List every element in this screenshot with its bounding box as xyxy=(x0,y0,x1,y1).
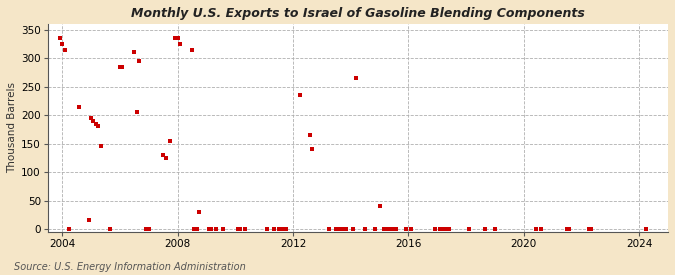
Point xyxy=(235,227,246,231)
Point xyxy=(64,227,75,231)
Point xyxy=(379,227,389,231)
Point xyxy=(189,227,200,231)
Point xyxy=(165,139,176,143)
Point xyxy=(295,93,306,97)
Point xyxy=(59,47,70,52)
Point xyxy=(350,76,361,80)
Point xyxy=(381,227,392,231)
Point xyxy=(218,227,229,231)
Point xyxy=(132,110,142,114)
Point xyxy=(134,59,144,63)
Point xyxy=(348,227,358,231)
Point xyxy=(105,227,115,231)
Point xyxy=(170,36,181,40)
Point xyxy=(304,133,315,137)
Point xyxy=(93,124,104,129)
Point xyxy=(275,227,286,231)
Point xyxy=(391,227,402,231)
Point xyxy=(232,227,243,231)
Point xyxy=(489,227,500,231)
Point xyxy=(187,47,198,52)
Point xyxy=(360,227,371,231)
Point xyxy=(463,227,474,231)
Point xyxy=(340,227,351,231)
Point xyxy=(261,227,272,231)
Point xyxy=(406,227,416,231)
Point xyxy=(434,227,445,231)
Point xyxy=(55,36,65,40)
Point xyxy=(444,227,455,231)
Point xyxy=(307,147,318,152)
Y-axis label: Thousand Barrels: Thousand Barrels xyxy=(7,82,17,173)
Point xyxy=(143,227,154,231)
Point xyxy=(95,144,106,148)
Point xyxy=(429,227,440,231)
Point xyxy=(175,42,186,46)
Point xyxy=(115,64,126,69)
Point xyxy=(158,153,169,157)
Point xyxy=(374,204,385,208)
Point xyxy=(211,227,221,231)
Point xyxy=(117,64,128,69)
Point xyxy=(206,227,217,231)
Point xyxy=(194,210,205,214)
Point xyxy=(331,227,342,231)
Point xyxy=(203,227,214,231)
Point xyxy=(480,227,491,231)
Point xyxy=(273,227,284,231)
Title: Monthly U.S. Exports to Israel of Gasoline Blending Components: Monthly U.S. Exports to Israel of Gasoli… xyxy=(131,7,585,20)
Point xyxy=(269,227,279,231)
Point xyxy=(88,119,99,123)
Point xyxy=(324,227,335,231)
Point xyxy=(74,104,84,109)
Point xyxy=(338,227,349,231)
Point xyxy=(583,227,594,231)
Point xyxy=(90,121,101,126)
Point xyxy=(141,227,152,231)
Point xyxy=(240,227,250,231)
Point xyxy=(335,227,346,231)
Point xyxy=(278,227,289,231)
Point xyxy=(386,227,397,231)
Point xyxy=(531,227,541,231)
Point xyxy=(384,227,395,231)
Text: Source: U.S. Energy Information Administration: Source: U.S. Energy Information Administ… xyxy=(14,262,245,272)
Point xyxy=(129,50,140,54)
Point xyxy=(280,227,291,231)
Point xyxy=(83,218,94,223)
Point xyxy=(172,36,183,40)
Point xyxy=(57,42,68,46)
Point xyxy=(333,227,344,231)
Point xyxy=(160,156,171,160)
Point xyxy=(369,227,380,231)
Point xyxy=(437,227,448,231)
Point xyxy=(586,227,597,231)
Point xyxy=(192,227,202,231)
Point xyxy=(86,116,97,120)
Point xyxy=(389,227,400,231)
Point xyxy=(641,227,652,231)
Point xyxy=(564,227,575,231)
Point xyxy=(535,227,546,231)
Point xyxy=(439,227,450,231)
Point xyxy=(562,227,572,231)
Point xyxy=(401,227,412,231)
Point xyxy=(441,227,452,231)
